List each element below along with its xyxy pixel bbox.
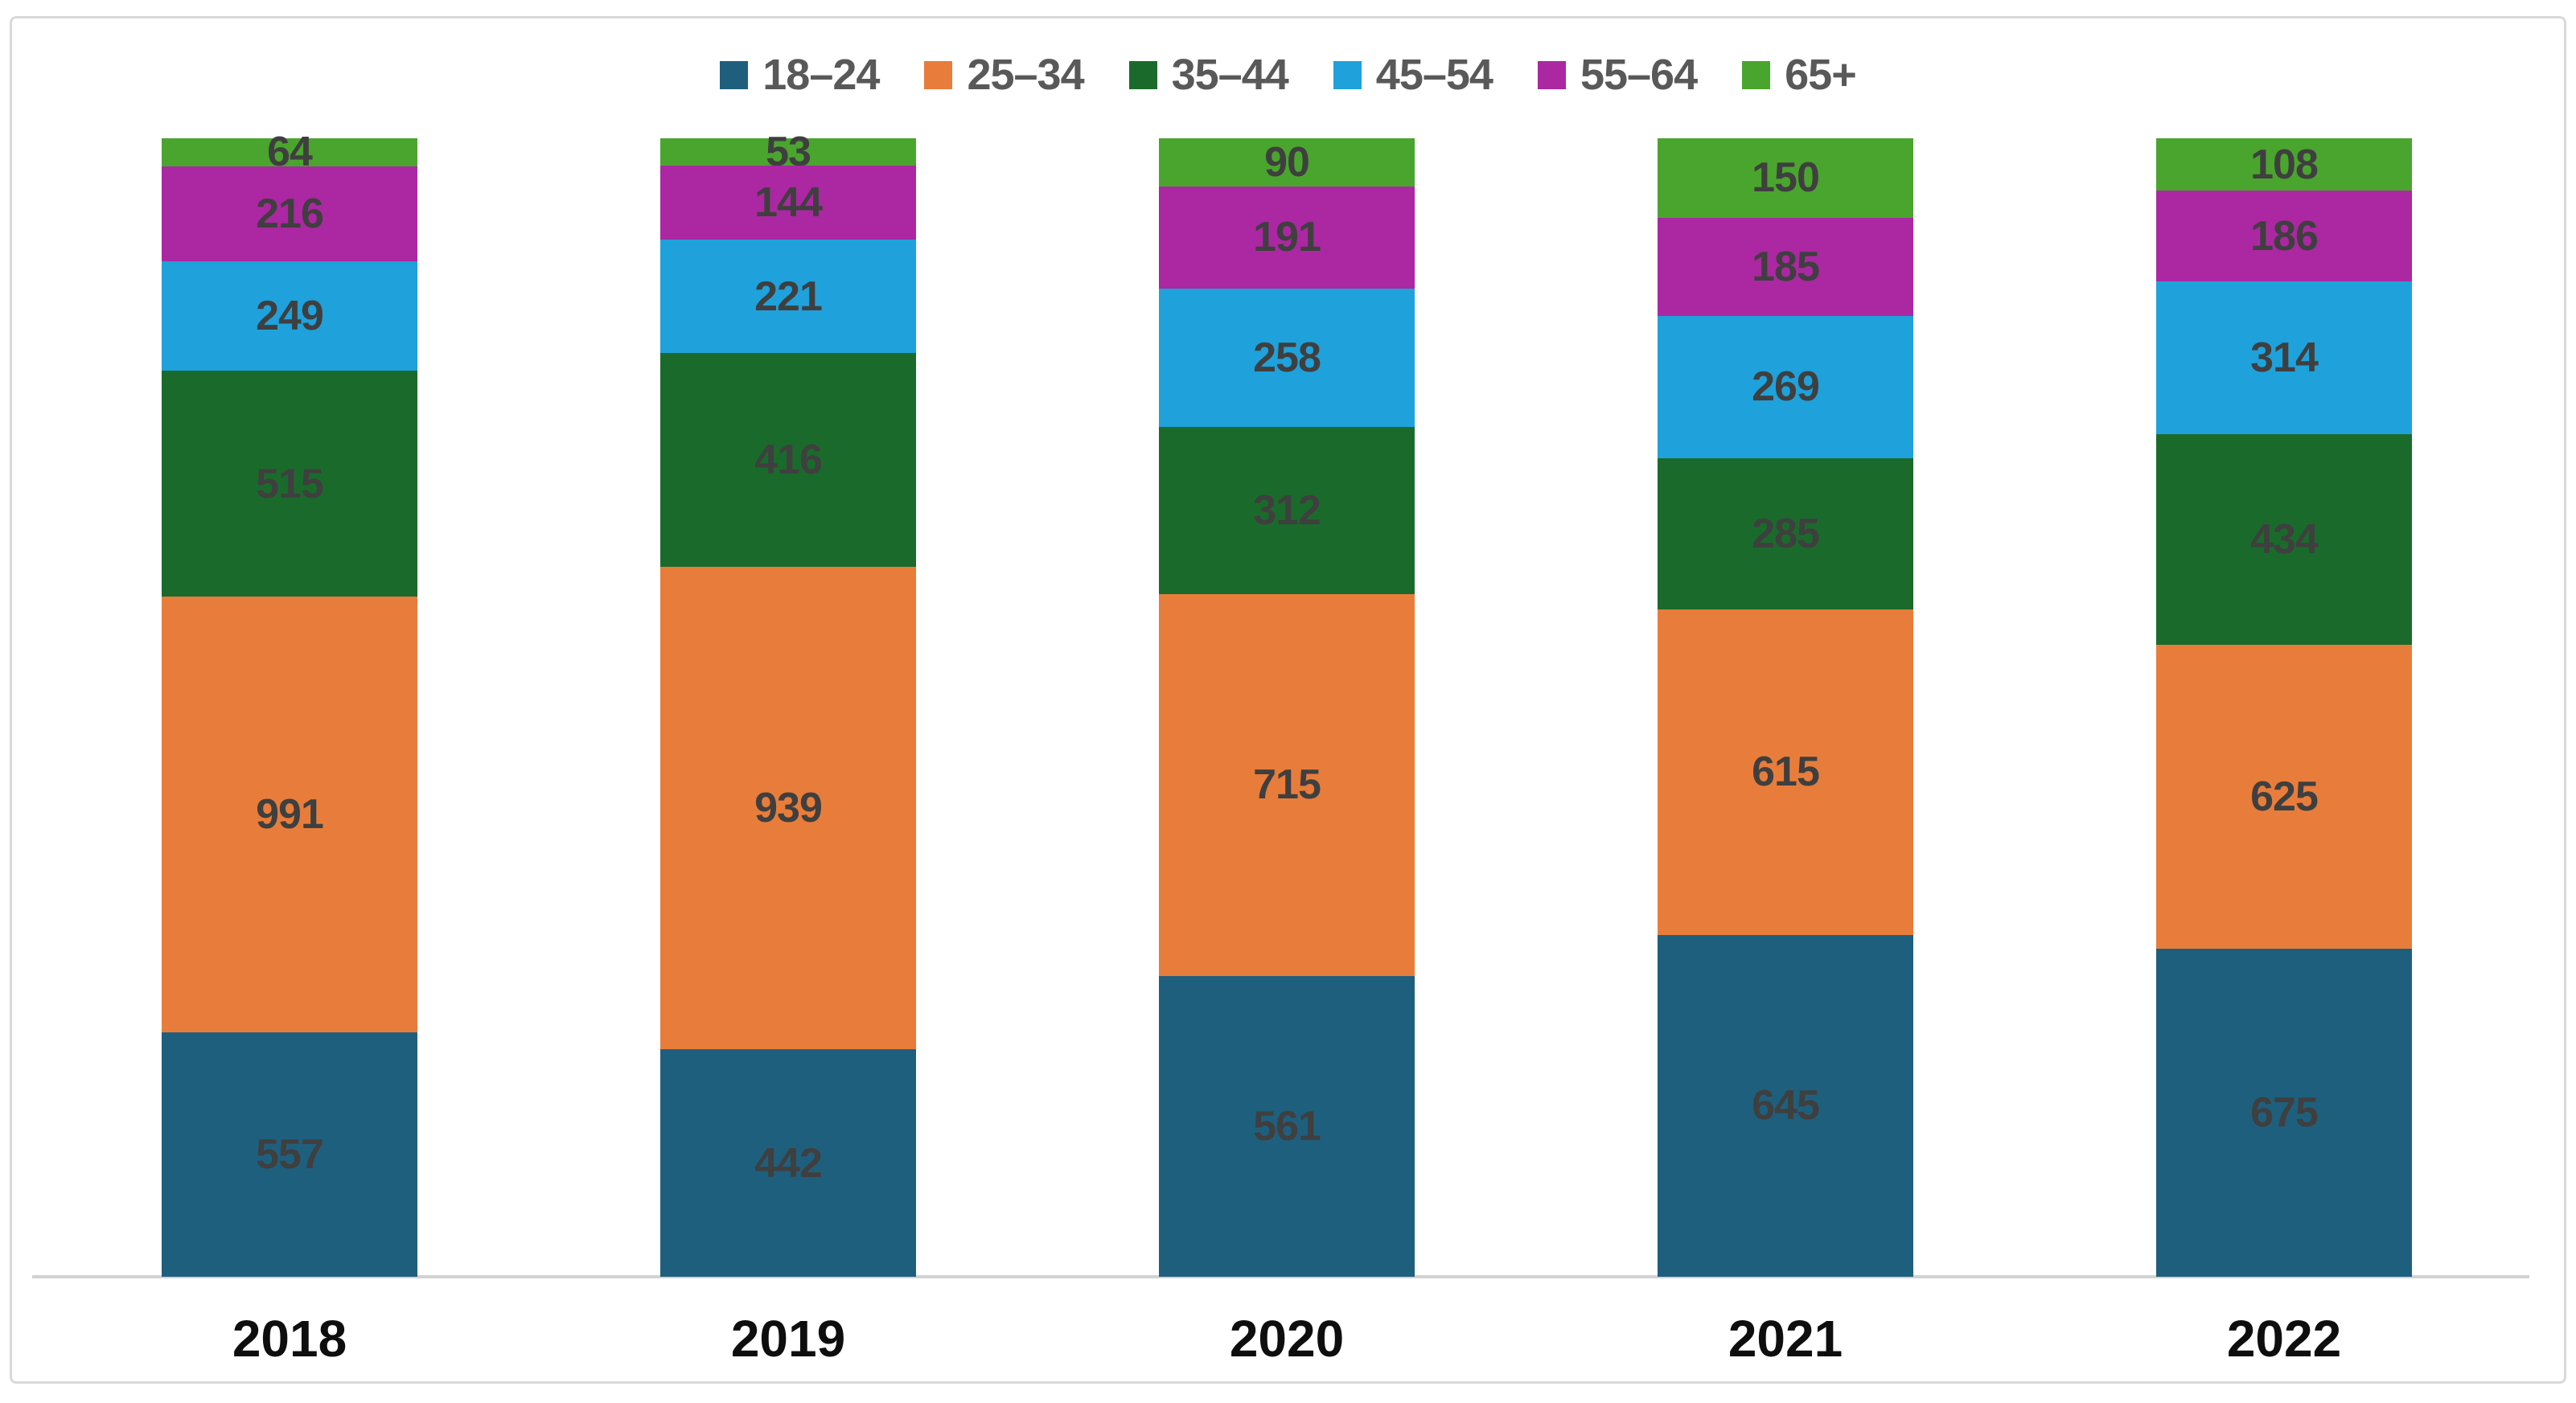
bar-segment-2018-45-54: 249 bbox=[162, 260, 417, 371]
segment-value-label: 939 bbox=[754, 785, 823, 832]
bar-segment-2018-18-24: 557 bbox=[162, 1032, 417, 1277]
bar-segment-2020-65+: 90 bbox=[1159, 138, 1415, 187]
segment-value-label: 615 bbox=[1752, 749, 1820, 796]
segment-value-label: 216 bbox=[256, 190, 324, 237]
segment-value-label: 64 bbox=[267, 129, 313, 176]
legend-label: 55–64 bbox=[1580, 51, 1698, 99]
segment-value-label: 258 bbox=[1253, 334, 1321, 381]
segment-value-label: 312 bbox=[1253, 486, 1321, 534]
stacked-bar-2021: 150 185 269 285 615 645 bbox=[1658, 138, 1913, 1277]
segment-value-label: 991 bbox=[256, 790, 324, 838]
bar-segment-2019-45-54: 221 bbox=[660, 239, 916, 354]
bar-segment-2020-18-24: 561 bbox=[1159, 976, 1415, 1277]
bar-segment-2022-45-54: 314 bbox=[2156, 281, 2412, 434]
bar-segment-2019-65+: 53 bbox=[660, 131, 916, 173]
stacked-bar-2018: 64 216 249 515 991 557 bbox=[162, 131, 417, 1277]
legend-item-65+: 65+ bbox=[1742, 50, 1857, 100]
segment-value-label: 144 bbox=[754, 178, 823, 226]
bar-segment-2021-18-24: 645 bbox=[1658, 934, 1913, 1277]
bar-segment-2020-25-34: 715 bbox=[1159, 593, 1415, 977]
legend-swatch-icon bbox=[720, 60, 749, 89]
legend-swatch-icon bbox=[1128, 60, 1157, 89]
segment-value-label: 625 bbox=[2250, 773, 2319, 820]
bar-segment-2021-45-54: 269 bbox=[1658, 315, 1913, 458]
segment-value-label: 416 bbox=[754, 437, 823, 484]
legend-label: 65+ bbox=[1785, 51, 1857, 99]
x-axis-tick-label: 2021 bbox=[1728, 1310, 1843, 1368]
bar-segment-2019-25-34: 939 bbox=[660, 567, 916, 1050]
segment-value-label: 285 bbox=[1752, 510, 1820, 557]
legend-item-18-24: 18–24 bbox=[720, 50, 880, 100]
segment-value-label: 434 bbox=[2250, 515, 2319, 563]
bar-segment-2020-55-64: 191 bbox=[1159, 186, 1415, 289]
bar-segment-2021-65+: 150 bbox=[1658, 138, 1913, 218]
x-axis-tick-label: 2020 bbox=[1229, 1310, 1345, 1368]
segment-value-label: 675 bbox=[2250, 1089, 2319, 1136]
bar-segment-2018-65+: 64 bbox=[162, 131, 417, 173]
segment-value-label: 269 bbox=[1752, 363, 1820, 411]
bar-segment-2019-18-24: 442 bbox=[660, 1049, 916, 1277]
legend-label: 45–54 bbox=[1375, 51, 1493, 99]
x-axis-tick-label: 2019 bbox=[730, 1310, 846, 1368]
legend-swatch-icon bbox=[1537, 60, 1566, 89]
legend-item-55-64: 55–64 bbox=[1537, 50, 1698, 100]
bar-segment-2022-18-24: 675 bbox=[2156, 948, 2412, 1277]
stacked-bar-2020: 90 191 258 312 715 561 bbox=[1159, 138, 1415, 1277]
legend-swatch-icon bbox=[1333, 60, 1362, 89]
segment-value-label: 191 bbox=[1253, 214, 1321, 261]
legend-label: 18–24 bbox=[762, 51, 880, 99]
bar-segment-2018-25-34: 991 bbox=[162, 597, 417, 1032]
segment-value-label: 314 bbox=[2250, 334, 2319, 381]
legend-label: 25–34 bbox=[967, 51, 1084, 99]
segment-value-label: 561 bbox=[1253, 1103, 1321, 1151]
segment-value-label: 186 bbox=[2250, 212, 2319, 260]
legend-label: 35–44 bbox=[1171, 51, 1289, 99]
x-axis-tick-label: 2018 bbox=[232, 1310, 347, 1368]
segment-value-label: 221 bbox=[754, 273, 823, 320]
x-axis-tick-label: 2022 bbox=[2226, 1310, 2342, 1368]
legend-swatch-icon bbox=[924, 60, 953, 89]
stacked-bar-2019: 53 144 221 416 939 442 bbox=[660, 131, 916, 1277]
bar-segment-2022-55-64: 186 bbox=[2156, 191, 2412, 281]
legend-item-35-44: 35–44 bbox=[1128, 50, 1289, 100]
legend-swatch-icon bbox=[1742, 60, 1771, 89]
segment-value-label: 150 bbox=[1752, 154, 1820, 202]
segment-value-label: 645 bbox=[1752, 1082, 1820, 1130]
segment-value-label: 108 bbox=[2250, 141, 2319, 188]
stacked-bar-2022: 108 186 314 434 625 675 bbox=[2156, 138, 2412, 1277]
x-axis-line bbox=[32, 1275, 2529, 1278]
segment-value-label: 185 bbox=[1752, 243, 1820, 290]
segment-value-label: 515 bbox=[256, 460, 324, 507]
bar-segment-2020-35-44: 312 bbox=[1159, 426, 1415, 594]
bar-segment-2020-45-54: 258 bbox=[1159, 289, 1415, 427]
bar-segment-2021-55-64: 185 bbox=[1658, 217, 1913, 316]
legend-item-45-54: 45–54 bbox=[1333, 50, 1493, 100]
bar-segment-2019-35-44: 416 bbox=[660, 353, 916, 568]
legend: 18–24 25–34 35–44 45–54 55–64 65+ bbox=[0, 50, 2576, 100]
bar-segment-2018-55-64: 216 bbox=[162, 166, 417, 261]
legend-item-25-34: 25–34 bbox=[924, 50, 1085, 100]
bar-segment-2022-25-34: 625 bbox=[2156, 644, 2412, 949]
segment-value-label: 442 bbox=[754, 1139, 823, 1187]
segment-value-label: 715 bbox=[1253, 761, 1321, 809]
segment-value-label: 90 bbox=[1264, 138, 1310, 186]
segment-value-label: 249 bbox=[256, 292, 324, 339]
bar-segment-2019-55-64: 144 bbox=[660, 165, 916, 240]
bar-segment-2018-35-44: 515 bbox=[162, 370, 417, 597]
bar-segment-2022-65+: 108 bbox=[2156, 138, 2412, 191]
bar-segment-2021-25-34: 615 bbox=[1658, 609, 1913, 935]
bar-segment-2022-35-44: 434 bbox=[2156, 433, 2412, 645]
bar-segment-2021-35-44: 285 bbox=[1658, 457, 1913, 609]
segment-value-label: 557 bbox=[256, 1130, 324, 1178]
